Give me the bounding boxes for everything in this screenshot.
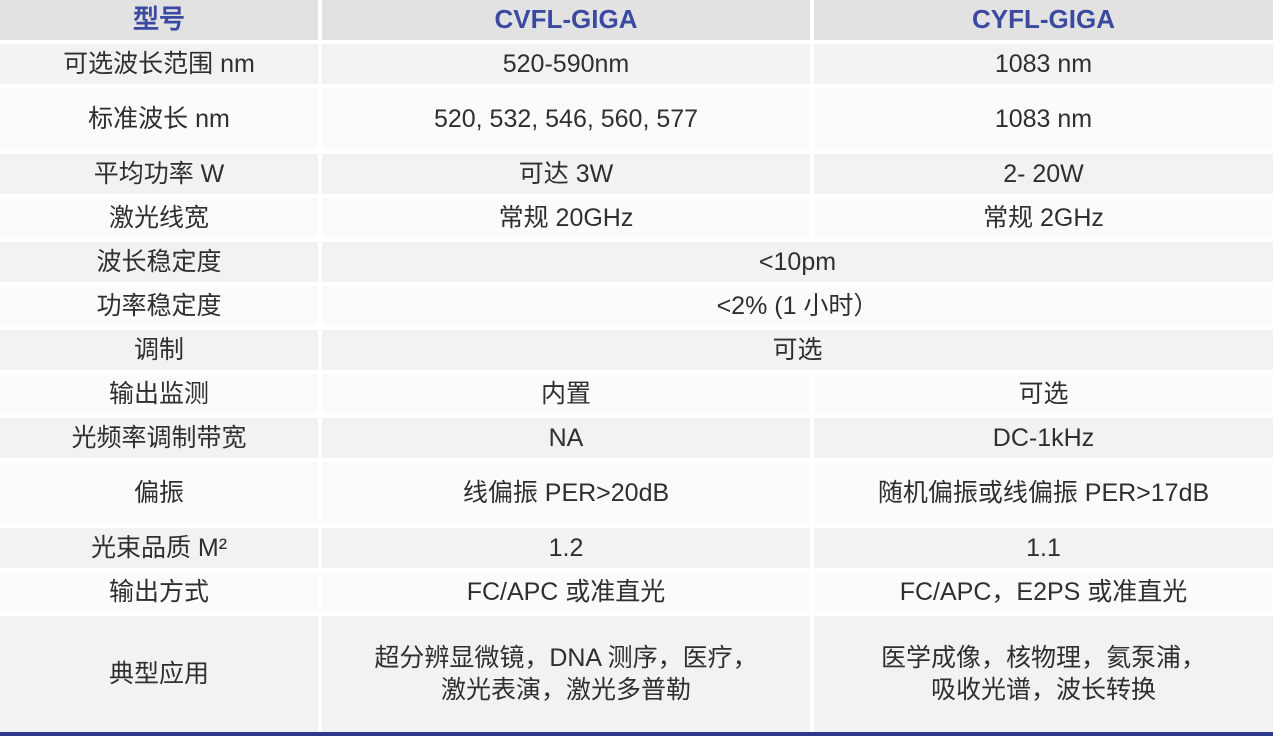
cyfl-value: 2- 20W [814,154,1273,194]
cyfl-value: DC-1kHz [814,418,1273,458]
cvfl-value: 1.2 [322,528,810,568]
cvfl-value: 线偏振 PER>20dB [322,462,810,524]
cvfl-value: 常规 20GHz [322,198,810,238]
cvfl-value: 内置 [322,374,810,414]
cyfl-value: 医学成像，核物理，氦泵浦， 吸收光谱，波长转换 [814,616,1273,732]
spec-label: 典型应用 [0,616,318,732]
spec-row: 偏振 线偏振 PER>20dB 随机偏振或线偏振 PER>17dB [0,462,1273,524]
table-header-row: 型号 CVFL-GIGA CYFL-GIGA [0,0,1273,40]
spec-row: 波长稳定度 <10pm [0,242,1273,282]
spec-row: 调制 可选 [0,330,1273,370]
spec-row: 输出监测 内置 可选 [0,374,1273,414]
bottom-accent-bar [0,732,1273,736]
cvfl-value: 可达 3W [322,154,810,194]
spec-label: 光频率调制带宽 [0,418,318,458]
spec-row: 可选波长范围 nm 520-590nm 1083 nm [0,44,1273,84]
cyfl-value: 1.1 [814,528,1273,568]
spec-row: 输出方式 FC/APC 或准直光 FC/APC，E2PS 或准直光 [0,572,1273,612]
spec-row: 光频率调制带宽 NA DC-1kHz [0,418,1273,458]
spec-label: 可选波长范围 nm [0,44,318,84]
spec-row: 标准波长 nm 520, 532, 546, 560, 577 1083 nm [0,88,1273,150]
spec-label: 波长稳定度 [0,242,318,282]
spec-label: 功率稳定度 [0,286,318,326]
spec-label: 调制 [0,330,318,370]
cyfl-value: 1083 nm [814,44,1273,84]
spec-label: 平均功率 W [0,154,318,194]
header-model-label: 型号 [0,0,318,40]
cvfl-value: FC/APC 或准直光 [322,572,810,612]
merged-value: <10pm [322,242,1273,282]
cyfl-value: 常规 2GHz [814,198,1273,238]
spec-row: 典型应用 超分辨显微镜，DNA 测序，医疗， 激光表演，激光多普勒 医学成像，核物理… [0,616,1273,732]
spec-label: 激光线宽 [0,198,318,238]
spec-label: 偏振 [0,462,318,524]
cyfl-value: 随机偏振或线偏振 PER>17dB [814,462,1273,524]
cvfl-value: 超分辨显微镜，DNA 测序，医疗， 激光表演，激光多普勒 [322,616,810,732]
merged-value: <2% (1 小时） [322,286,1273,326]
spec-label: 标准波长 nm [0,88,318,150]
cyfl-value: 可选 [814,374,1273,414]
spec-label: 输出方式 [0,572,318,612]
spec-row: 功率稳定度 <2% (1 小时） [0,286,1273,326]
spec-row: 平均功率 W 可达 3W 2- 20W [0,154,1273,194]
spec-label: 输出监测 [0,374,318,414]
cvfl-value: NA [322,418,810,458]
cyfl-value: FC/APC，E2PS 或准直光 [814,572,1273,612]
header-cyfl-label: CYFL-GIGA [814,0,1273,40]
cvfl-value: 520-590nm [322,44,810,84]
spec-label: 光束品质 M² [0,528,318,568]
spec-row: 光束品质 M² 1.2 1.1 [0,528,1273,568]
spec-row: 激光线宽 常规 20GHz 常规 2GHz [0,198,1273,238]
cvfl-value: 520, 532, 546, 560, 577 [322,88,810,150]
cyfl-value: 1083 nm [814,88,1273,150]
header-cvfl-label: CVFL-GIGA [322,0,810,40]
merged-value: 可选 [322,330,1273,370]
